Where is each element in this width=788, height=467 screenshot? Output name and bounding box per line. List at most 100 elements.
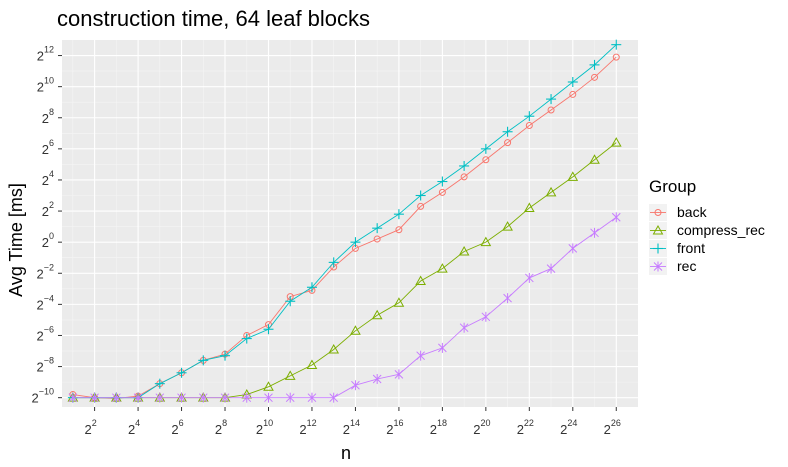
data-point-rec [133,392,143,403]
data-point-front [415,190,426,201]
x-tick-label: 216 [386,418,403,437]
y-tick-label: 26 [42,138,54,157]
data-point-back [395,226,403,234]
data-point-compress-rec [567,171,579,181]
data-point-back [569,90,577,98]
major-gridlines [62,40,638,407]
y-tick-label: 2−6 [37,324,55,343]
data-point-front [567,76,578,87]
data-point-compress-rec [415,275,426,286]
x-tick-label: 222 [517,418,534,437]
data-point-compress-rec [328,343,340,354]
x-tick-label: 214 [343,418,360,437]
legend-item-front: front [649,240,705,257]
x-axis: 22 24 26 28 210 212 214 216 218 220 222 224 226 [84,407,621,437]
data-point-back [460,173,468,181]
data-point-rec [329,392,339,403]
data-point-rec [481,311,491,322]
data-point-rec [546,263,556,274]
y-tick-label: 2−10 [31,387,54,406]
data-point-rec [155,392,165,403]
data-point-compress-rec [545,186,557,197]
y-tick-label: 20 [42,231,54,250]
x-axis-title: n [341,443,351,463]
legend-item-compress-rec: compress_rec [649,222,765,239]
data-point-rec [524,272,534,283]
data-point-front [437,176,448,187]
data-point-front [154,378,165,389]
data-point-rec [351,380,360,391]
y-tick-label: 210 [37,76,54,95]
legend-item-rec: rec [649,258,696,275]
data-point-back [482,156,490,164]
x-tick-label: 24 [128,418,140,437]
series-layer [67,39,622,403]
series-line-front [72,44,617,399]
data-point-rec [264,392,273,403]
data-point-front [480,143,491,154]
data-point-front [589,59,600,70]
y-tick-label: 22 [42,200,54,219]
legend-label: compress_rec [677,222,765,238]
data-point-front [220,350,231,361]
chart-title: construction time, 64 leaf blocks [57,6,370,31]
data-point-back [525,122,533,130]
data-point-back [417,202,425,210]
data-point-front [393,209,404,220]
data-point-front [502,126,513,137]
data-point-rec [285,392,295,403]
data-point-compress-rec [306,359,318,370]
data-point-back [591,73,599,81]
data-point-compress-rec [393,297,405,307]
legend-item-back: back [649,204,708,221]
data-point-rec [90,392,99,403]
data-point-front [328,257,339,268]
y-tick-label: 2−8 [37,356,55,375]
x-tick-label: 28 [215,418,227,437]
data-point-compress-rec [263,381,274,391]
legend-key-marker [653,261,663,272]
x-tick-label: 226 [604,418,621,437]
data-point-rec [111,392,121,403]
data-point-front [372,223,383,234]
data-point-front [350,237,361,248]
data-point-rec [68,392,78,403]
data-point-front [546,94,557,105]
data-point-back [438,188,446,196]
data-point-rec [590,227,599,238]
data-point-rec [416,350,425,361]
data-point-front [198,355,209,366]
y-tick-label: 2−2 [37,262,55,281]
legend-label: rec [677,258,696,274]
legend-key-marker [652,224,664,235]
y-tick-label: 212 [37,45,54,64]
x-tick-label: 218 [430,418,447,437]
y-axis-title: Avg Time [ms] [6,183,26,297]
data-point-front [459,160,470,171]
minor-gridlines [62,40,638,407]
y-axis: 2−10 2−8 2−6 2−4 2−2 20 22 24 26 28 210 212 [31,45,62,406]
data-point-front [176,367,187,378]
data-point-rec [372,374,382,385]
data-point-compress-rec [284,370,296,380]
data-point-compress-rec [610,137,622,147]
legend-label: front [677,240,705,256]
data-point-front [263,324,274,335]
data-point-rec [198,392,208,403]
legend-label: back [677,204,708,220]
data-point-rec [611,212,621,223]
data-point-rec [177,392,186,403]
data-point-back [504,139,512,147]
data-point-compress-rec [480,236,492,247]
data-point-compress-rec [502,221,513,231]
legend-key-marker [654,209,662,216]
plot-panel [62,40,638,407]
data-point-back [612,53,620,61]
series-rec [68,212,621,403]
data-point-rec [220,392,230,403]
data-point-back [547,106,555,114]
x-tick-label: 224 [560,418,577,437]
x-tick-label: 220 [473,418,490,437]
